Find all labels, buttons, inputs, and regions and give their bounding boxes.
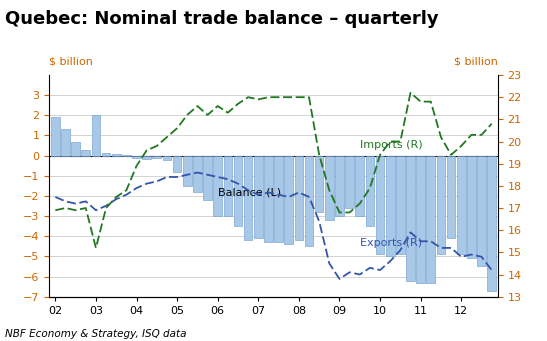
Text: $ billion: $ billion bbox=[49, 56, 93, 66]
Bar bbox=[183, 155, 191, 186]
Bar bbox=[82, 150, 90, 155]
Bar bbox=[396, 155, 405, 254]
Bar bbox=[467, 155, 476, 258]
Bar bbox=[274, 155, 283, 242]
Bar bbox=[112, 153, 120, 155]
Bar bbox=[386, 155, 394, 256]
Bar bbox=[477, 155, 486, 266]
Bar bbox=[264, 155, 273, 242]
Bar bbox=[345, 155, 354, 208]
Bar bbox=[294, 155, 303, 240]
Bar bbox=[203, 155, 212, 200]
Bar bbox=[132, 155, 141, 158]
Bar bbox=[406, 155, 415, 281]
Bar bbox=[193, 155, 202, 192]
Text: Quebec: Nominal trade balance – quarterly: Quebec: Nominal trade balance – quarterl… bbox=[5, 10, 439, 28]
Bar bbox=[365, 155, 374, 226]
Bar bbox=[244, 155, 253, 240]
Bar bbox=[224, 155, 232, 216]
Bar bbox=[102, 153, 110, 155]
Bar bbox=[457, 155, 465, 254]
Bar bbox=[487, 155, 496, 291]
Bar bbox=[234, 155, 242, 226]
Bar bbox=[376, 155, 385, 254]
Bar bbox=[162, 155, 171, 160]
Bar bbox=[437, 155, 445, 254]
Bar bbox=[61, 130, 70, 155]
Text: Imports (R): Imports (R) bbox=[360, 140, 422, 150]
Bar bbox=[305, 155, 313, 246]
Bar bbox=[91, 115, 100, 155]
Bar bbox=[427, 155, 435, 283]
Bar bbox=[447, 155, 456, 238]
Bar bbox=[416, 155, 425, 283]
Text: $ billion: $ billion bbox=[454, 56, 498, 66]
Bar bbox=[153, 155, 161, 158]
Bar bbox=[325, 155, 334, 220]
Text: Exports (R): Exports (R) bbox=[360, 238, 422, 248]
Bar bbox=[51, 117, 60, 155]
Bar bbox=[335, 155, 344, 216]
Bar bbox=[142, 155, 151, 159]
Bar bbox=[173, 155, 182, 172]
Bar bbox=[122, 154, 131, 155]
Bar bbox=[254, 155, 263, 238]
Bar bbox=[356, 155, 364, 216]
Text: Balance (L): Balance (L) bbox=[218, 188, 281, 198]
Bar bbox=[71, 142, 80, 155]
Text: NBF Economy & Strategy, ISQ data: NBF Economy & Strategy, ISQ data bbox=[5, 329, 187, 339]
Bar bbox=[213, 155, 222, 216]
Bar bbox=[284, 155, 293, 244]
Bar bbox=[315, 155, 323, 212]
